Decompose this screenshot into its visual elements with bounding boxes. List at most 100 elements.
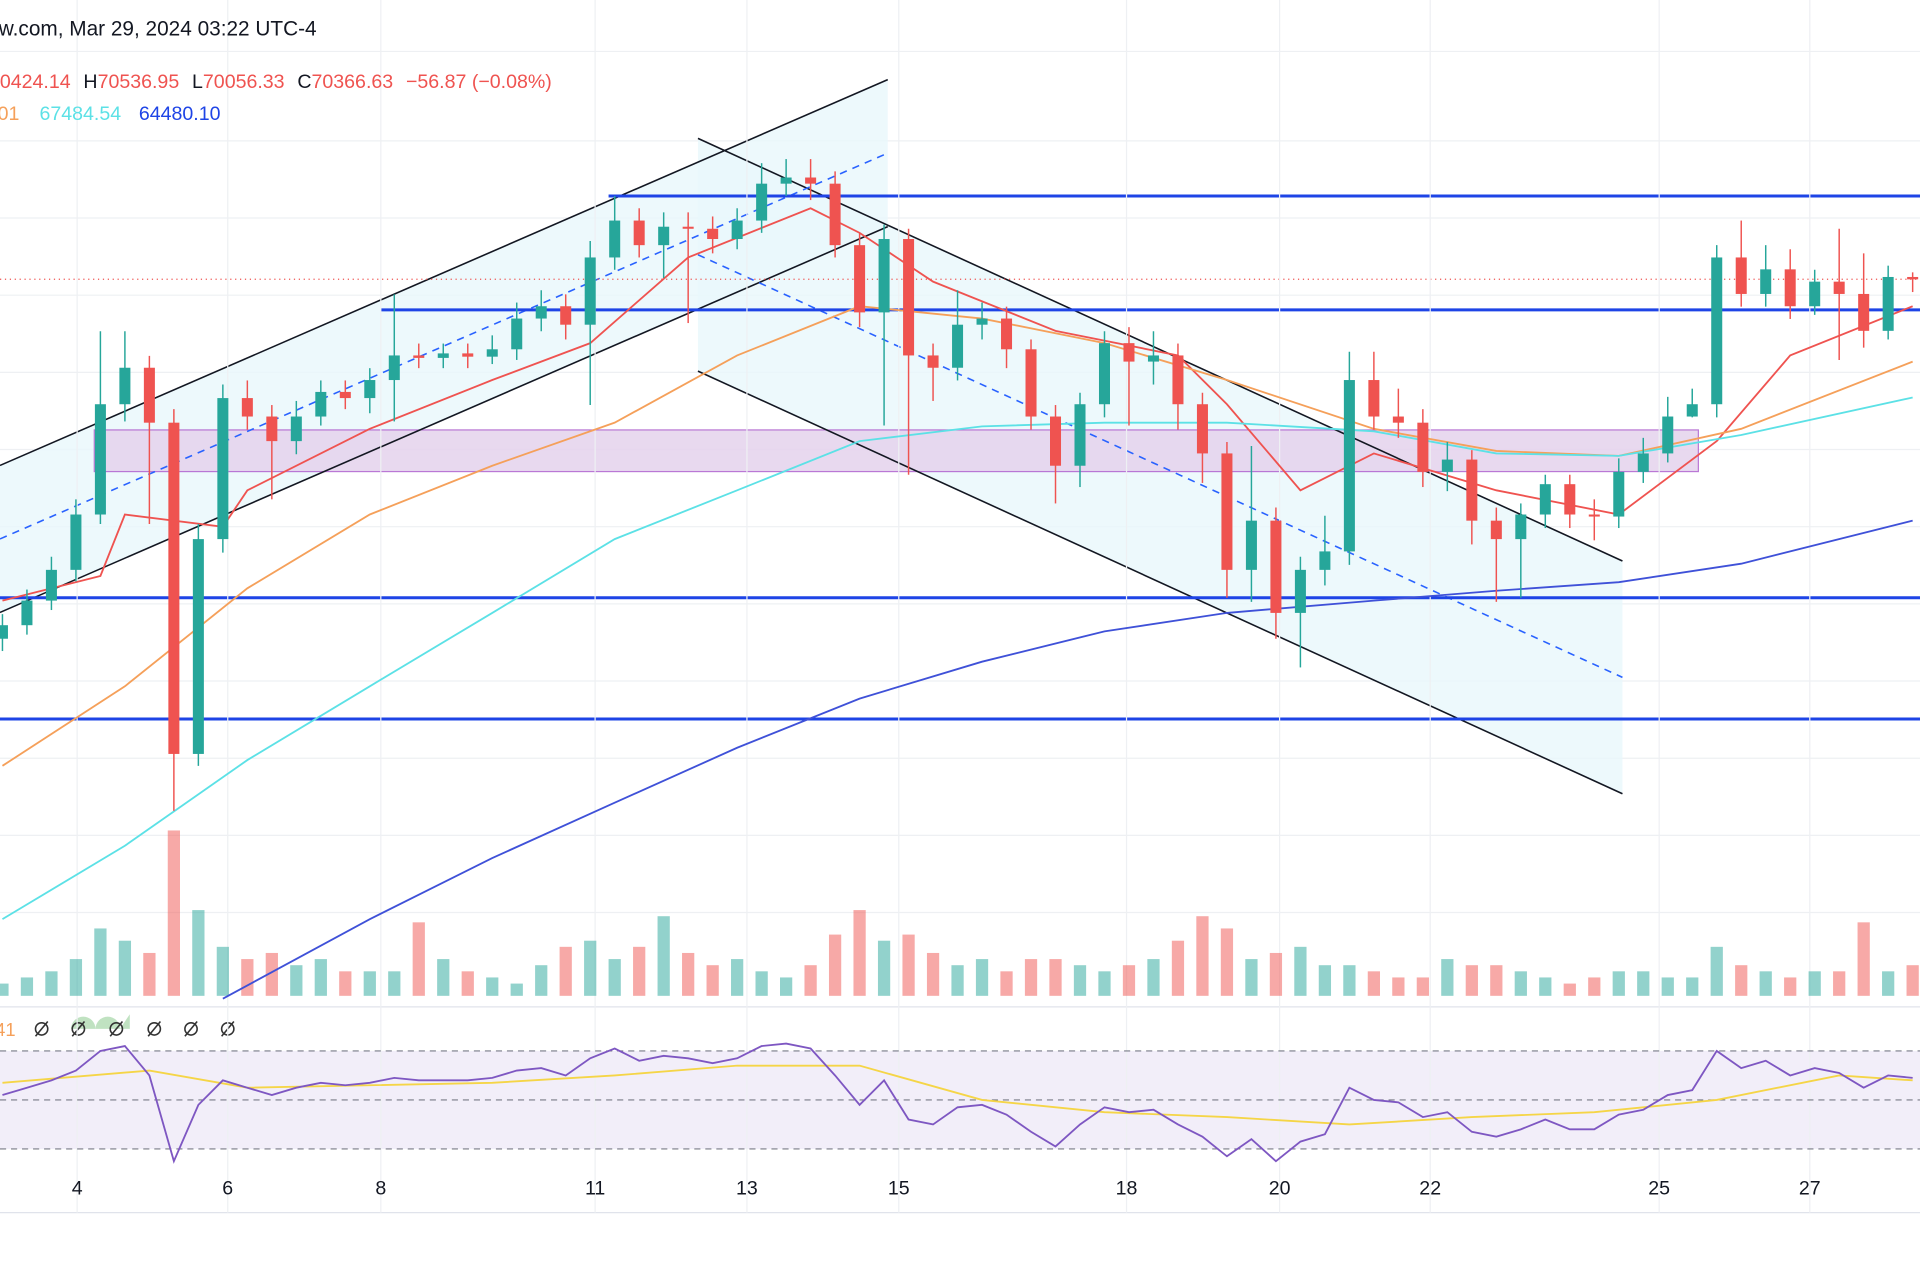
candle-body [266, 416, 278, 442]
candle-body [1025, 349, 1037, 417]
volume-bar [1147, 959, 1160, 996]
candle-body [1441, 459, 1453, 472]
volume-bar [1514, 971, 1527, 996]
volume-bar [118, 940, 132, 996]
volume-bar [0, 983, 9, 996]
candle-body [535, 306, 547, 319]
candle-body [143, 367, 155, 423]
volume-bar [1171, 940, 1185, 996]
volume-bar [1196, 916, 1209, 996]
candle-body [682, 226, 694, 229]
candle-body [707, 228, 719, 240]
x-tick-label: 11 [585, 1177, 605, 1199]
volume-bar [241, 959, 254, 996]
candle-body [805, 177, 817, 184]
volume-bar [1784, 977, 1797, 996]
volume-bar [877, 940, 891, 996]
candle-body [339, 391, 351, 399]
x-tick-label: 18 [1116, 1177, 1138, 1199]
candle-body [388, 355, 400, 381]
ohlc-legend: 70424.14 H70536.95 L70056.33 C70366.63 −… [0, 71, 552, 93]
volume-bar [167, 830, 180, 996]
candle-body [1711, 257, 1723, 405]
candle-body [1760, 269, 1772, 294]
open-value: 70424.14 [0, 71, 71, 93]
icon [34, 1021, 49, 1036]
candle-body [1001, 318, 1013, 350]
volume-bar [1269, 952, 1283, 996]
volume-bar [535, 965, 548, 996]
volume-bar [192, 910, 205, 996]
volume-bar [1392, 977, 1405, 996]
volume-bar [486, 977, 499, 996]
candle-body [1417, 422, 1429, 472]
x-tick-label: 15 [888, 1177, 910, 1199]
volume-bar [1539, 977, 1552, 996]
volume-bar [1294, 946, 1307, 996]
candle-body [1735, 257, 1747, 294]
volume-bar [706, 965, 719, 996]
candle-body [780, 177, 792, 184]
candle-body [560, 306, 572, 325]
icon [147, 1021, 162, 1036]
candle-body [1074, 404, 1086, 466]
icon [71, 1021, 86, 1036]
ma-value: 67484.54 [39, 103, 121, 125]
channel-line [0, 225, 889, 614]
volume-bar [412, 922, 425, 996]
volume-bar [143, 952, 156, 996]
candle-body [241, 398, 253, 417]
candle-body [94, 404, 106, 515]
candle-body [413, 355, 425, 358]
volume-bar [828, 934, 842, 996]
volume-bar [1906, 965, 1919, 996]
volume-bar [633, 946, 646, 996]
icon [184, 1021, 198, 1037]
candle-body [1368, 380, 1380, 417]
volume-bar [682, 952, 695, 996]
volume-bar [926, 952, 940, 996]
low-value: 70056.33 [203, 71, 285, 93]
moving-average [2, 207, 1913, 602]
volume-bar [1686, 977, 1699, 996]
ohlc-label: C [297, 71, 311, 93]
candle-body [1490, 520, 1502, 540]
candle-body [609, 220, 621, 258]
ma-value: 01 [0, 103, 19, 125]
icon [109, 1021, 124, 1037]
volume-bar [461, 971, 474, 996]
volume-bar [510, 983, 523, 996]
candle-body [927, 355, 939, 368]
candle-body [1858, 293, 1870, 331]
candle-body [976, 318, 988, 325]
candle-body [756, 183, 768, 221]
candle-body [1294, 569, 1306, 613]
volume-bar [1024, 959, 1038, 996]
volume-bar [1073, 965, 1087, 996]
rsi-ma-line [2, 1064, 1913, 1126]
candle-body [829, 183, 841, 246]
rsi-divergence-marker [71, 1014, 130, 1029]
volume-bar [1416, 977, 1429, 996]
ohlc-label: L [192, 71, 203, 93]
volume-bar [1857, 922, 1870, 996]
icon [109, 1021, 124, 1036]
volume-bar [1661, 977, 1674, 996]
candle-body [1123, 343, 1135, 362]
marks: 4 6 8 11 13 15 18 20 22 25 27 [0, 0, 1920, 1213]
volume-bar [1637, 971, 1650, 996]
volume-bar [853, 910, 866, 996]
volume-bar [1735, 965, 1748, 996]
icon [184, 1021, 198, 1036]
volume-bar [1882, 971, 1895, 996]
candle-body [1882, 276, 1894, 331]
volume-bar [339, 971, 352, 996]
volume-bar [657, 916, 670, 996]
candle-body [854, 245, 866, 313]
volume-bar [1441, 959, 1454, 996]
volume-bar [1367, 971, 1380, 996]
volume-bar [1343, 965, 1356, 996]
candle-body [192, 539, 204, 754]
candle-body [1662, 416, 1674, 454]
